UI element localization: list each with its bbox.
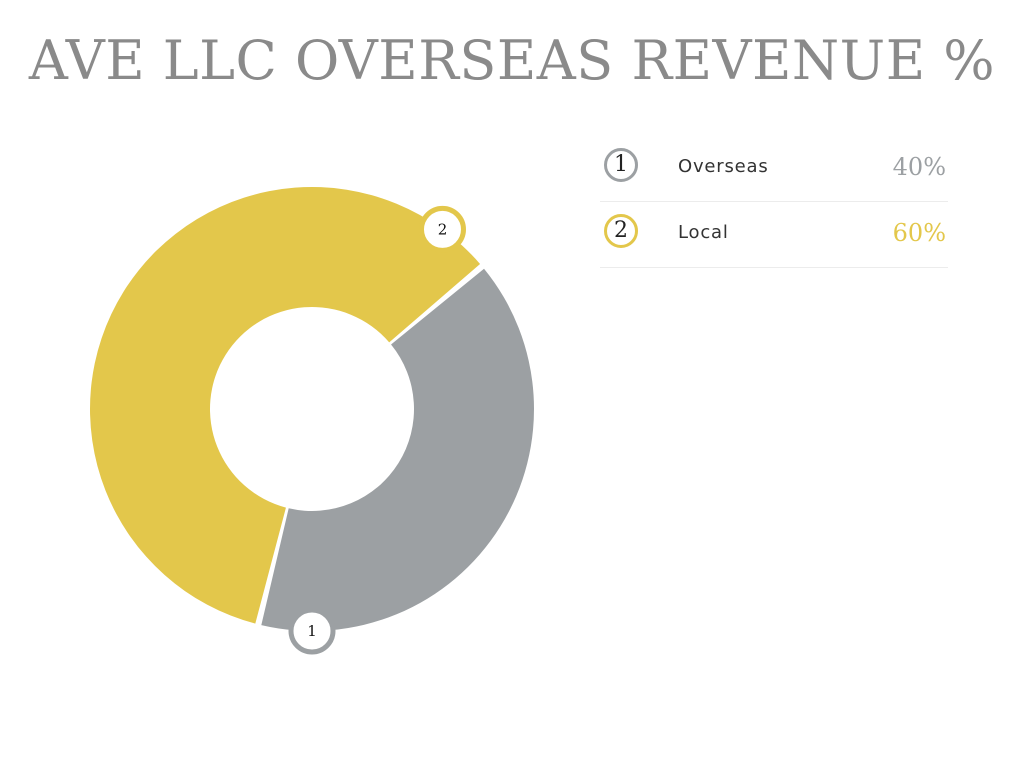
legend-item-local: 2 Local 60% (600, 202, 948, 268)
chart-title: AVE LLC OVERSEAS REVENUE % (28, 29, 996, 92)
legend: 1 Overseas 40% 2 Local 60% (600, 136, 948, 268)
legend-value-local: 60% (892, 219, 946, 247)
legend-label-local: Local (678, 222, 729, 243)
slice-marker-2: 2 (418, 205, 466, 253)
slice-marker-1: 1 (288, 607, 336, 655)
legend-marker-2: 2 (604, 214, 638, 248)
legend-value-overseas: 40% (892, 153, 946, 181)
legend-marker-1: 1 (604, 148, 638, 182)
slice-overseas (261, 268, 535, 631)
slice-local (90, 187, 481, 624)
legend-item-overseas: 1 Overseas 40% (600, 136, 948, 202)
svg-text:1: 1 (307, 622, 317, 640)
svg-text:2: 2 (438, 220, 448, 238)
legend-label-overseas: Overseas (678, 156, 769, 177)
